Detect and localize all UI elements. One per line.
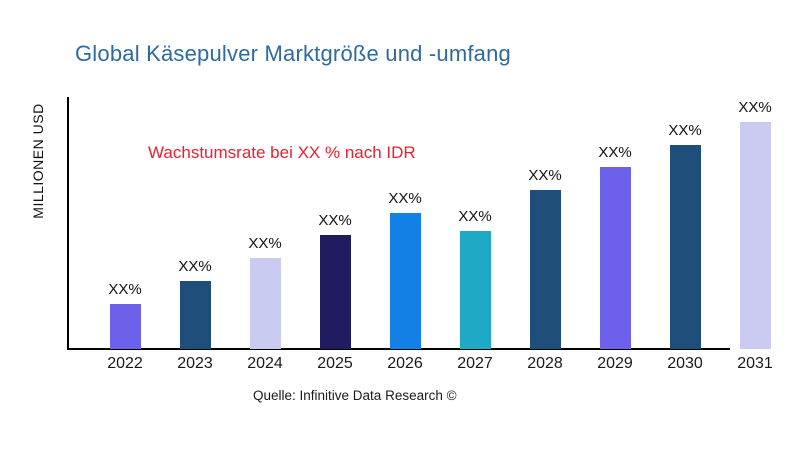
bar-2031 — [739, 122, 771, 349]
y-axis-label: MILLIONEN USD — [30, 103, 46, 219]
bar-value-label-2024: XX% — [248, 235, 282, 252]
bar-value-label-2029: XX% — [598, 144, 632, 161]
bar-value-label-2023: XX% — [178, 258, 212, 275]
bar-value-label-2031: XX% — [738, 99, 772, 116]
growth-rate-annotation: Wachstumsrate bei XX % nach IDR — [148, 143, 416, 162]
bar-2030 — [669, 145, 701, 349]
x-tick-label-2024: 2024 — [247, 355, 283, 372]
bar-2022 — [109, 304, 141, 349]
x-tick-label-2023: 2023 — [177, 355, 213, 372]
bar-value-label-2030: XX% — [668, 122, 702, 139]
bar-2023 — [179, 281, 211, 349]
x-axis-line — [67, 348, 730, 350]
bar-value-label-2026: XX% — [388, 190, 422, 207]
x-tick-label-2031: 2031 — [737, 355, 773, 372]
bar-2024 — [249, 258, 281, 349]
bar-value-label-2027: XX% — [458, 208, 492, 225]
x-tick-label-2022: 2022 — [107, 355, 143, 372]
x-tick-label-2025: 2025 — [317, 355, 353, 372]
bar-value-label-2022: XX% — [108, 281, 142, 298]
x-tick-label-2029: 2029 — [597, 355, 633, 372]
bar-value-label-2025: XX% — [318, 212, 352, 229]
y-axis-line — [67, 97, 69, 350]
bar-2026 — [389, 213, 421, 349]
source-text: Quelle: Infinitive Data Research © — [253, 388, 457, 403]
bar-2025 — [319, 235, 351, 349]
x-tick-label-2030: 2030 — [667, 355, 703, 372]
bar-value-label-2028: XX% — [528, 167, 562, 184]
x-tick-label-2026: 2026 — [387, 355, 423, 372]
bar-2029 — [599, 167, 631, 349]
bar-2028 — [529, 190, 561, 349]
bar-2027 — [459, 231, 491, 349]
x-tick-label-2027: 2027 — [457, 355, 493, 372]
chart-title: Global Käsepulver Marktgröße und -umfang — [75, 41, 511, 66]
x-tick-label-2028: 2028 — [527, 355, 563, 372]
